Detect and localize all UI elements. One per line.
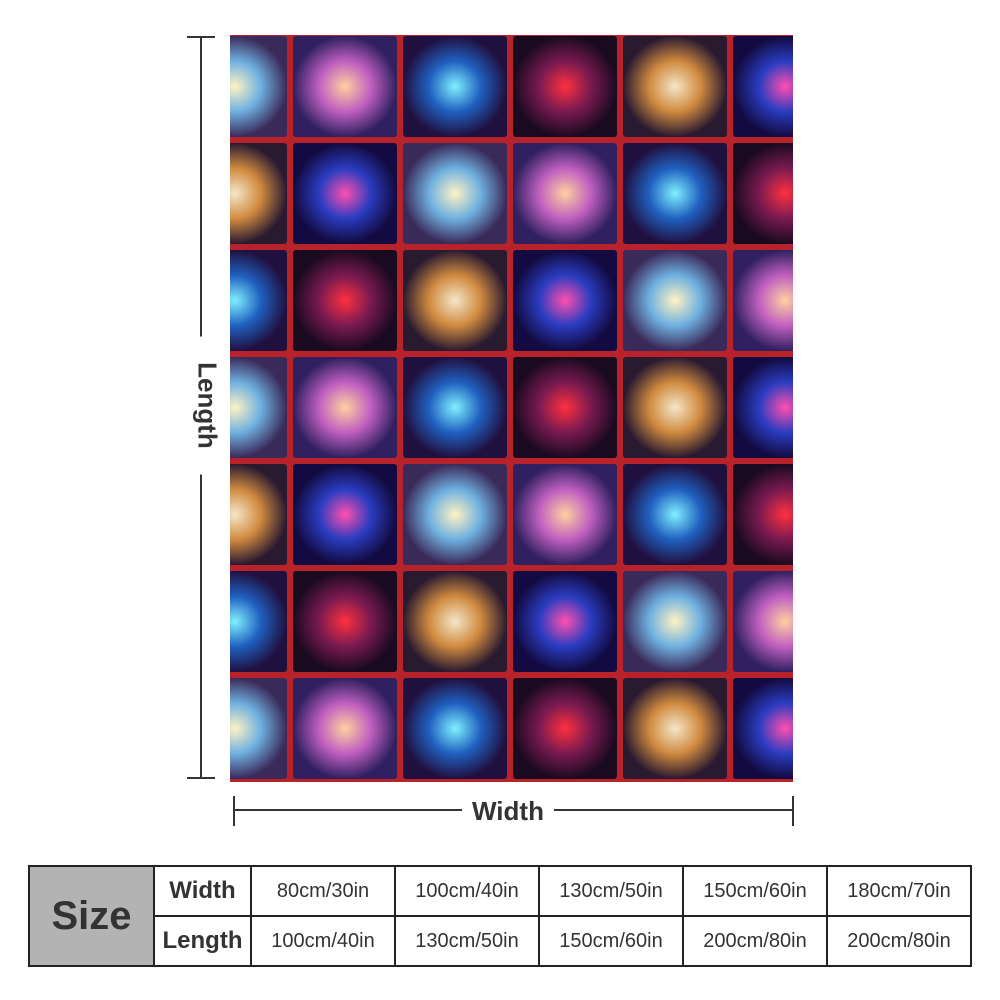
pattern-tile [293,464,397,565]
pattern-tile [513,464,617,565]
cell: 150cm/60in [682,865,828,917]
pattern-tile [230,250,287,351]
cell: 200cm/80in [826,915,972,967]
cell: 130cm/50in [394,915,540,967]
cell: 200cm/80in [682,915,828,967]
pattern-tile [513,357,617,458]
pattern-tile [293,36,397,137]
pattern-tile [623,571,727,672]
pattern-tile [230,143,287,244]
pattern-tile [623,143,727,244]
width-label: Width [462,796,554,827]
pattern-tile [293,571,397,672]
cell: 80cm/30in [250,865,396,917]
cell: 100cm/40in [250,915,396,967]
pattern-tile [623,357,727,458]
pattern-tile [513,571,617,672]
pattern-tile [403,464,507,565]
pattern-tile [293,357,397,458]
pattern-tile [733,143,793,244]
pattern-tile [623,250,727,351]
pattern-tile [513,143,617,244]
pattern-tile [403,250,507,351]
pattern-tile [403,143,507,244]
pattern-tile [623,678,727,779]
row-header: Length [153,915,252,967]
pattern-tile [513,678,617,779]
size-header: Size [28,865,155,967]
pattern-tile [733,678,793,779]
blanket-illustration [187,35,794,826]
pattern-tile [733,357,793,458]
pattern-tile [230,357,287,458]
pattern-tile [403,571,507,672]
pattern-tile [293,143,397,244]
cell: 130cm/50in [538,865,684,917]
pattern-tile [230,464,287,565]
pattern-tile [230,36,287,137]
pattern-tile [293,250,397,351]
pattern-tile [733,571,793,672]
cell: 150cm/60in [538,915,684,967]
row-header: Width [153,865,252,917]
pattern-tile [293,678,397,779]
pattern-tile [623,36,727,137]
pattern-tile [513,36,617,137]
pattern-tile [513,250,617,351]
pattern-tile [403,357,507,458]
pattern-tile [230,678,287,779]
pattern-tile [733,464,793,565]
pattern-tile [623,464,727,565]
pattern-tile [733,36,793,137]
pattern-tile [403,36,507,137]
cell: 180cm/70in [826,865,972,917]
pattern-tile [403,678,507,779]
cell: 100cm/40in [394,865,540,917]
pattern-tile [733,250,793,351]
length-label: Length [191,336,223,475]
size-table: Size Width 80cm/30in 100cm/40in 130cm/50… [28,865,972,967]
pattern-tile [230,571,287,672]
